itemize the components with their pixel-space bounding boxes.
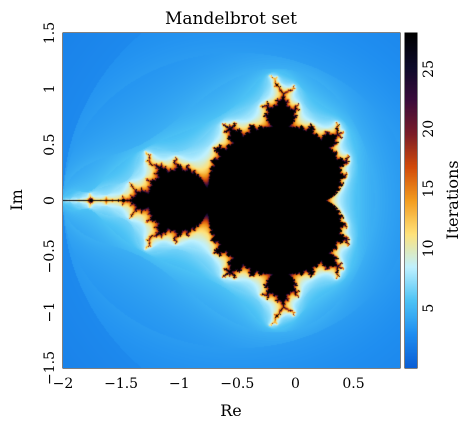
colorbar-tick-label: 10 [421,239,437,257]
colorbar-tick-label: 15 [421,180,437,198]
y-tick-label: 0 [42,196,58,205]
chart-title: Mandelbrot set [165,9,297,29]
y-tick-label: 0.5 [42,134,58,156]
x-tick-label: 0 [291,376,300,392]
y-ticks: −1.5 −1 −0.5 0 0.5 1 1.5 [42,22,400,385]
colorbar-ticks: 5 10 15 20 25 [414,60,437,313]
colorbar-tick-label: 5 [421,304,437,313]
y-tick-label: −1.5 [42,351,58,385]
y-tick-label: 1.5 [42,22,58,44]
mandelbrot-heatmap [63,33,400,368]
x-tick-label: −1 [169,376,190,392]
x-ticks: −2 −1.5 −1 −0.5 0 0.5 [53,33,365,392]
x-axis-label: Re [220,401,242,420]
colorbar [405,33,417,368]
x-tick-label: −1.5 [104,376,138,392]
colorbar-label: Iterations [443,160,462,239]
colorbar-tick-label: 20 [421,120,437,138]
y-tick-label: −0.5 [42,239,58,273]
x-tick-label: −0.5 [220,376,254,392]
y-tick-label: 1 [42,84,58,93]
y-tick-label: −1 [42,302,58,323]
x-tick-label: 0.5 [342,376,364,392]
colorbar-tick-label: 25 [421,60,437,78]
y-axis-label: Im [7,189,26,211]
x-tick-label: −2 [53,376,74,392]
